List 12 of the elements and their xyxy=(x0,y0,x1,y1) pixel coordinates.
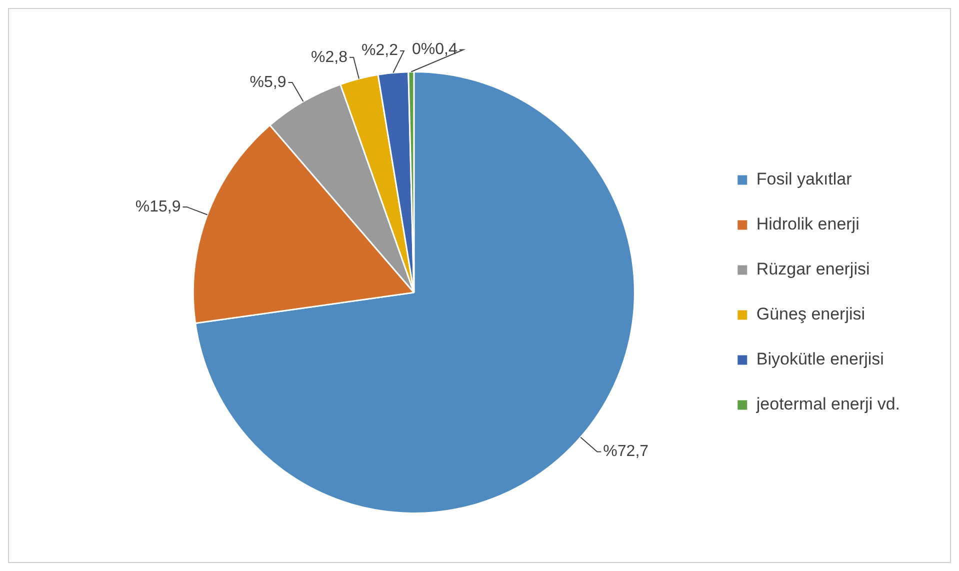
data-label: %15,9 xyxy=(135,198,181,216)
legend-label: Fosil yakıtlar xyxy=(756,170,852,189)
legend-label: Hidrolik enerji xyxy=(756,214,860,234)
legend-label: Rüzgar enerjisi xyxy=(756,260,870,279)
data-label: %2,8 xyxy=(311,48,348,66)
data-label: %5,9 xyxy=(250,74,286,91)
data-label: %72,7 xyxy=(603,443,649,460)
legend-label: jeotermal enerji vd. xyxy=(755,394,900,414)
data-label: %2,2 xyxy=(362,42,398,60)
legend-label: Güneş enerjisi xyxy=(756,304,866,324)
legend-label: Biyokütle enerjisi xyxy=(756,350,884,369)
data-label: 0%0,4 xyxy=(412,41,458,58)
